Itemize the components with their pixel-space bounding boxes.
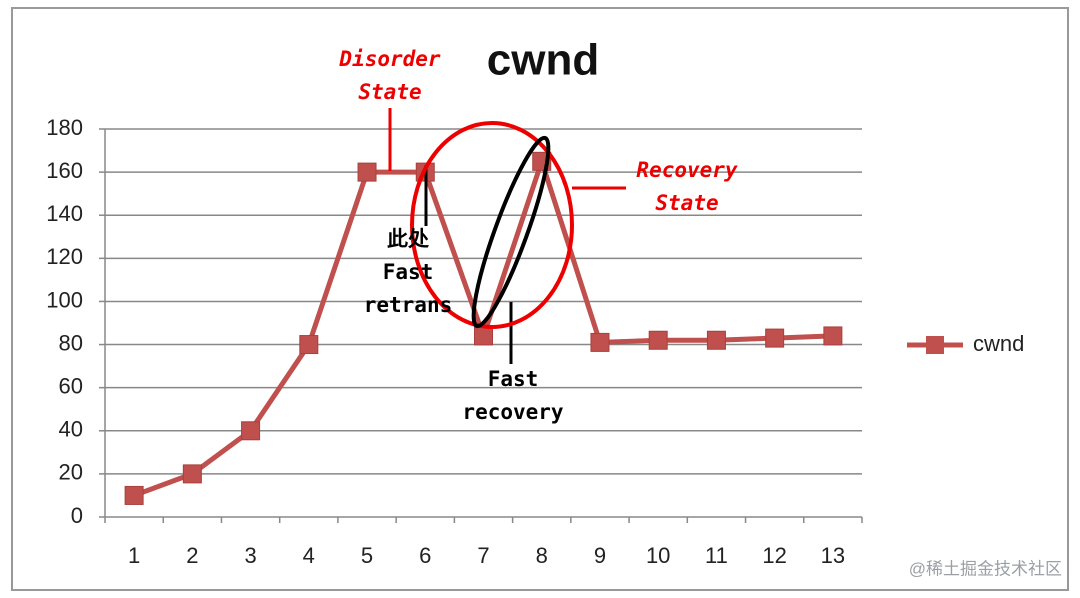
annotation: retrans [364,293,453,317]
x-tick-label: 1 [128,543,140,568]
annotation: recovery [462,400,564,424]
highlight [471,135,551,329]
marker [648,330,668,350]
x-tick-label: 4 [303,543,315,568]
x-tick-label: 2 [186,543,198,568]
y-tick-label: 140 [46,201,83,226]
y-tick-label: 180 [46,115,83,140]
chart-frame [11,7,1069,591]
x-tick-label: 11 [705,543,728,568]
annotation: Fast [488,367,539,391]
x-tick-label: 3 [244,543,256,568]
annotation: Fast [383,260,434,284]
x-tick-label: 9 [594,543,606,568]
y-tick-label: 0 [71,503,83,528]
highlight [410,121,574,329]
annotation: Recovery [636,158,738,182]
legend-marker [926,336,944,354]
y-tick-label: 20 [59,460,83,485]
y-tick-label: 160 [46,158,83,183]
y-tick-label: 40 [59,417,83,442]
marker [706,330,726,350]
y-tick-label: 60 [59,373,83,398]
annotation: Disorder [338,47,441,71]
marker [590,332,610,352]
marker [124,485,144,505]
y-tick-label: 120 [46,244,83,269]
annotation: State [655,191,718,215]
marker [299,335,319,355]
marker [357,162,377,182]
marker [182,464,202,484]
x-tick-label: 6 [419,543,431,568]
x-tick-label: 10 [646,543,670,568]
x-tick-label: 12 [762,543,786,568]
y-tick-label: 80 [59,330,83,355]
legend-label: cwnd [973,331,1024,356]
y-tick-label: 100 [46,287,83,312]
marker [241,421,261,441]
watermark: @稀土掘金技术社区 [909,559,1062,578]
annotation: State [358,80,421,104]
marker [765,328,785,348]
x-tick-label: 7 [477,543,489,568]
x-tick-label: 8 [536,543,548,568]
marker [823,326,843,346]
x-tick-label: 13 [821,543,845,568]
x-tick-label: 5 [361,543,373,568]
marker [474,326,493,346]
annotation: 此处 [387,227,429,251]
chart-title: cwnd [487,36,599,85]
